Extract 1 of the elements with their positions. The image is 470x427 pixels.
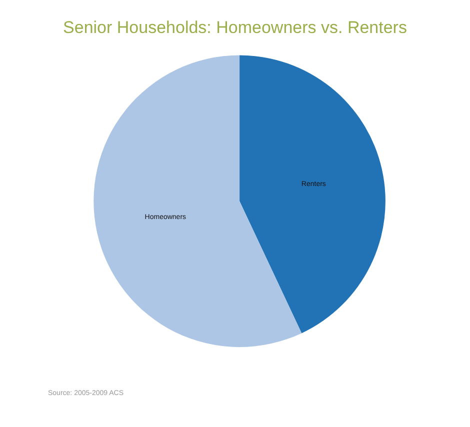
chart-title: Senior Households: Homeowners vs. Renters	[63, 18, 407, 37]
